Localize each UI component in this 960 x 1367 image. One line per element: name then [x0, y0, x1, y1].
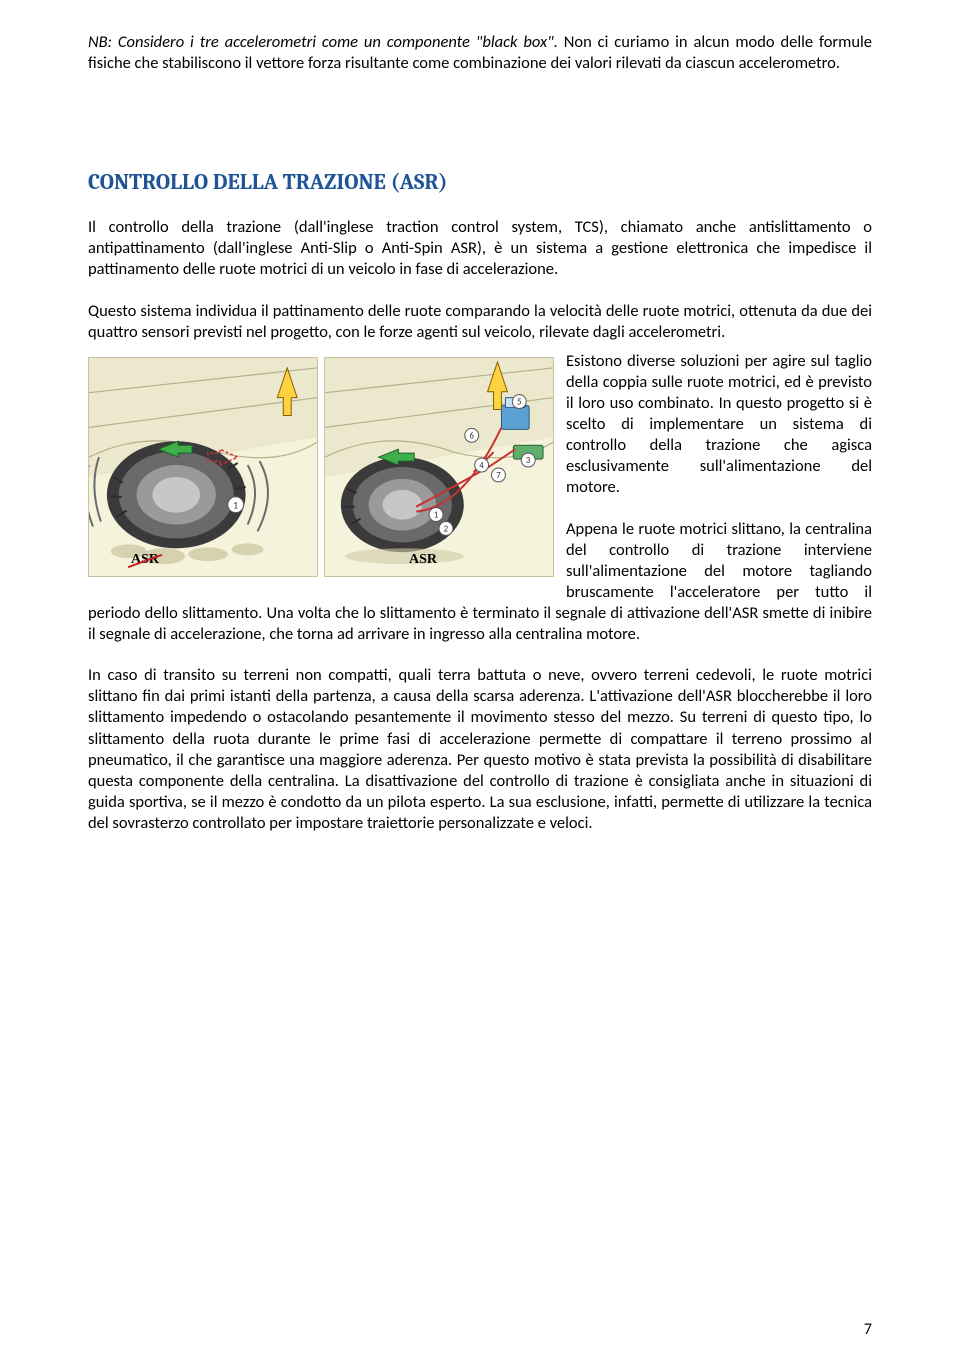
asr-label-left: ASR [131, 552, 159, 568]
section-heading-asr: CONTROLLO DELLA TRAZIONE (ASR) [88, 169, 872, 195]
svg-text:1: 1 [233, 499, 238, 511]
svg-text:4: 4 [479, 461, 484, 471]
asr-figure-left-panel: 1 ASR [88, 357, 318, 577]
svg-text:7: 7 [496, 471, 501, 481]
paragraph-detection: Questo sistema individua il pattinamento… [88, 301, 872, 343]
nb-italic-text: NB: Considero i tre accelerometri come u… [88, 32, 564, 52]
asr-left-illustration: 1 [89, 358, 317, 576]
paragraph-intro: Il controllo della trazione (dall'ingles… [88, 217, 872, 280]
paragraph-terrain: In caso di transito su terreni non compa… [88, 665, 872, 834]
svg-text:5: 5 [517, 397, 522, 407]
svg-text:6: 6 [469, 431, 474, 441]
asr-figure: 1 ASR [88, 357, 554, 577]
svg-text:1: 1 [434, 510, 439, 520]
nb-paragraph: NB: Considero i tre accelerometri come u… [88, 32, 872, 74]
asr-label-right: ASR [409, 552, 437, 568]
svg-text:3: 3 [526, 456, 531, 466]
page-number: 7 [864, 1320, 872, 1339]
asr-figure-right-panel: 1 2 3 4 5 6 7 ASR [324, 357, 554, 577]
svg-text:2: 2 [444, 524, 449, 534]
asr-right-illustration: 1 2 3 4 5 6 7 [325, 358, 553, 576]
